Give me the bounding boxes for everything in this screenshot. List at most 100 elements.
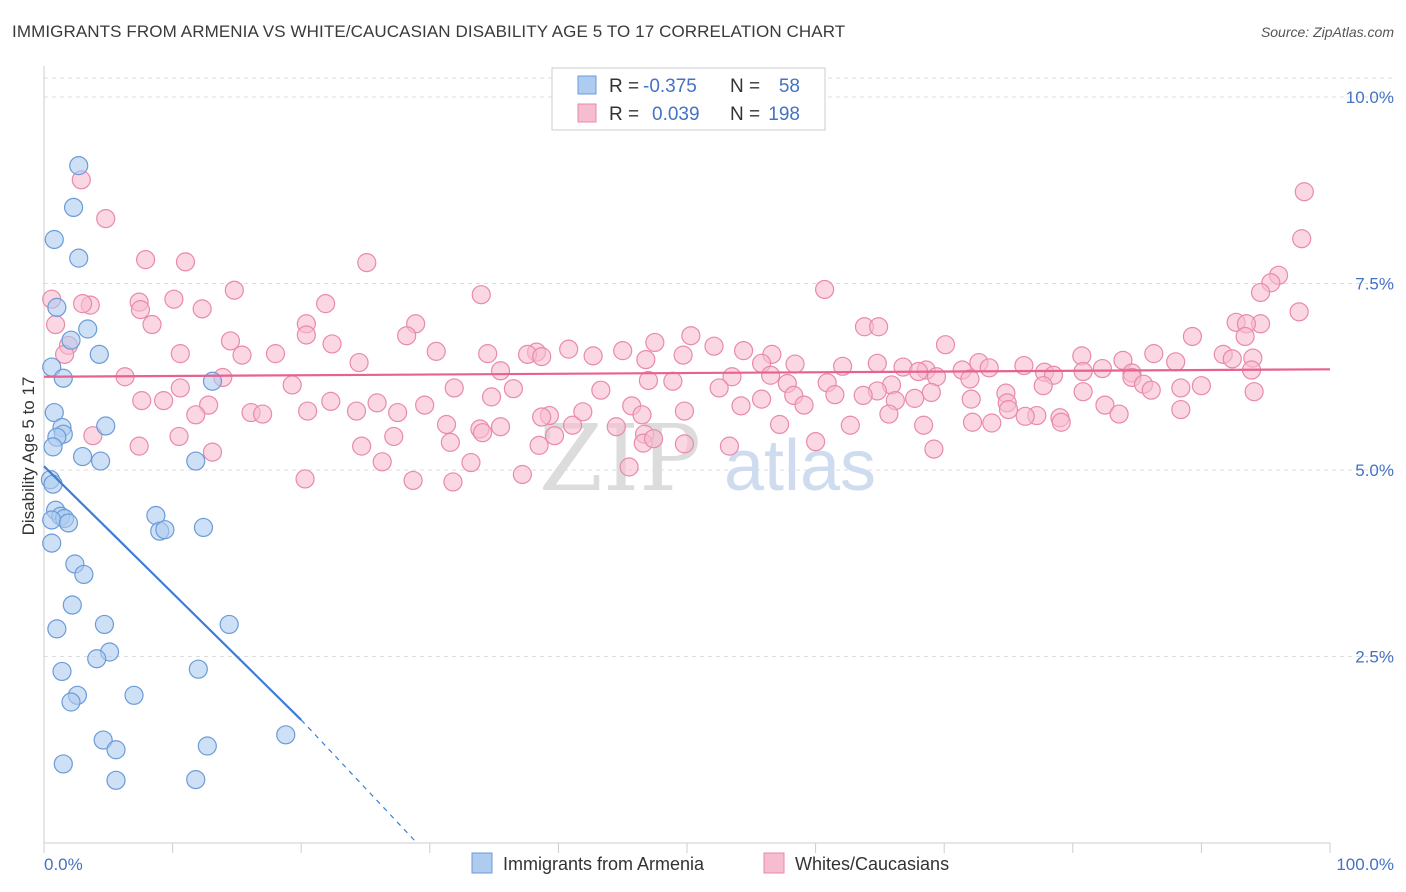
whites-caucasians-points	[42, 170, 1314, 492]
whites-point-22	[45, 314, 66, 335]
armenia-point-11	[44, 402, 64, 423]
whites-point-182	[924, 439, 944, 459]
armenia-point-51	[186, 769, 206, 790]
whites-point-40	[645, 332, 665, 353]
armenia-point-44	[61, 692, 81, 712]
armenia-point-25	[42, 510, 62, 530]
y-tick-label-10: 10.0%	[1346, 88, 1394, 107]
armenia-point-47	[197, 736, 217, 756]
whites-point-117	[905, 388, 925, 408]
whites-point-9	[1250, 282, 1271, 303]
y-tick-label-5: 5.0%	[1355, 461, 1394, 480]
whites-point-11	[815, 279, 835, 300]
trend-lines	[43, 368, 1331, 844]
whites-point-141	[1109, 404, 1129, 424]
legend-n-value-whites: 198	[768, 104, 800, 125]
series-legend-swatch-whites	[763, 852, 785, 874]
series-legend-label-armenia: Immigrants from Armenia	[503, 854, 705, 874]
whites-point-41	[559, 339, 579, 359]
whites-point-120	[132, 391, 152, 411]
whites-point-178	[529, 435, 549, 455]
series-legend-label-whites: Whites/Caucasians	[795, 854, 949, 874]
whites-point-106	[591, 380, 611, 400]
whites-point-155	[840, 415, 860, 435]
whites-point-111	[1073, 382, 1093, 402]
armenia-point-48	[106, 740, 126, 760]
whites-point-162	[440, 432, 460, 452]
whites-point-35	[681, 326, 701, 346]
armenia-point-1	[63, 197, 84, 218]
armenia-point-19	[186, 451, 206, 471]
whites-point-139	[1015, 406, 1035, 426]
whites-trend-line	[43, 368, 1331, 378]
whites-point-47	[265, 344, 286, 364]
armenia-point-6	[61, 330, 81, 350]
whites-point-153	[490, 417, 511, 437]
whites-point-142	[1171, 399, 1191, 420]
legend-n-value-armenia: 58	[779, 76, 800, 97]
armenia-point-17	[72, 446, 93, 467]
whites-point-122	[321, 391, 341, 411]
armenia-point-39	[87, 649, 107, 669]
legend-n-label-armenia: N =	[730, 76, 760, 97]
whites-point-61	[1222, 349, 1242, 369]
whites-point-73	[349, 352, 369, 373]
whites-point-58	[583, 346, 603, 366]
whites-point-10	[224, 280, 244, 300]
whites-point-104	[503, 379, 523, 399]
whites-point-20	[130, 300, 151, 320]
y-tick-label-7.5: 7.5%	[1355, 275, 1394, 294]
whites-point-59	[232, 345, 252, 365]
whites-point-108	[825, 385, 845, 405]
whites-point-44	[478, 344, 498, 364]
series-legend: Immigrants from Armenia Whites/Caucasian…	[471, 852, 949, 874]
whites-point-159	[606, 417, 626, 437]
armenia-point-2	[44, 229, 64, 250]
whites-point-80	[490, 361, 511, 381]
whites-point-114	[853, 385, 873, 405]
whites-point-39	[426, 341, 446, 361]
armenia-point-18	[90, 451, 111, 471]
whites-point-144	[632, 405, 652, 425]
whites-point-90	[638, 370, 659, 391]
whites-point-179	[674, 434, 695, 454]
legend-swatch-whites	[577, 103, 597, 123]
watermark-atlas: atlas	[724, 426, 876, 506]
whites-point-151	[962, 412, 983, 432]
whites-point-115	[481, 387, 502, 407]
whites-point-15	[316, 294, 336, 314]
whites-point-174	[295, 469, 315, 489]
whites-point-2	[1294, 182, 1314, 202]
whites-point-112	[1244, 382, 1264, 402]
armenia-point-21	[43, 474, 63, 494]
whites-point-131	[998, 399, 1019, 420]
armenia-point-46	[93, 730, 113, 750]
whites-point-101	[282, 375, 302, 395]
whites-point-169	[129, 436, 149, 456]
legend-r-label-armenia: R =	[609, 76, 639, 97]
whites-point-129	[731, 396, 751, 416]
whites-point-5	[175, 252, 196, 272]
armenia-point-33	[74, 564, 94, 585]
armenia-point-41	[188, 659, 208, 679]
armenia-point-37	[47, 619, 67, 639]
armenia-point-50	[106, 770, 126, 790]
whites-point-51	[935, 335, 956, 355]
whites-point-33	[220, 331, 241, 351]
whites-point-148	[532, 407, 552, 427]
whites-point-124	[415, 395, 435, 415]
x-tick-label-min: 0.0%	[44, 855, 83, 874]
whites-point-42	[704, 336, 724, 356]
legend-box	[551, 67, 826, 131]
whites-point-167	[83, 426, 103, 446]
whites-point-92	[960, 369, 980, 389]
whites-point-171	[169, 426, 189, 447]
armenia-point-16	[43, 437, 63, 457]
whites-point-137	[879, 404, 899, 424]
armenia-point-40	[52, 661, 72, 682]
whites-point-132	[573, 402, 593, 422]
whites-point-125	[199, 395, 219, 415]
whites-point-21	[1289, 302, 1309, 322]
whites-point-49	[613, 341, 633, 361]
